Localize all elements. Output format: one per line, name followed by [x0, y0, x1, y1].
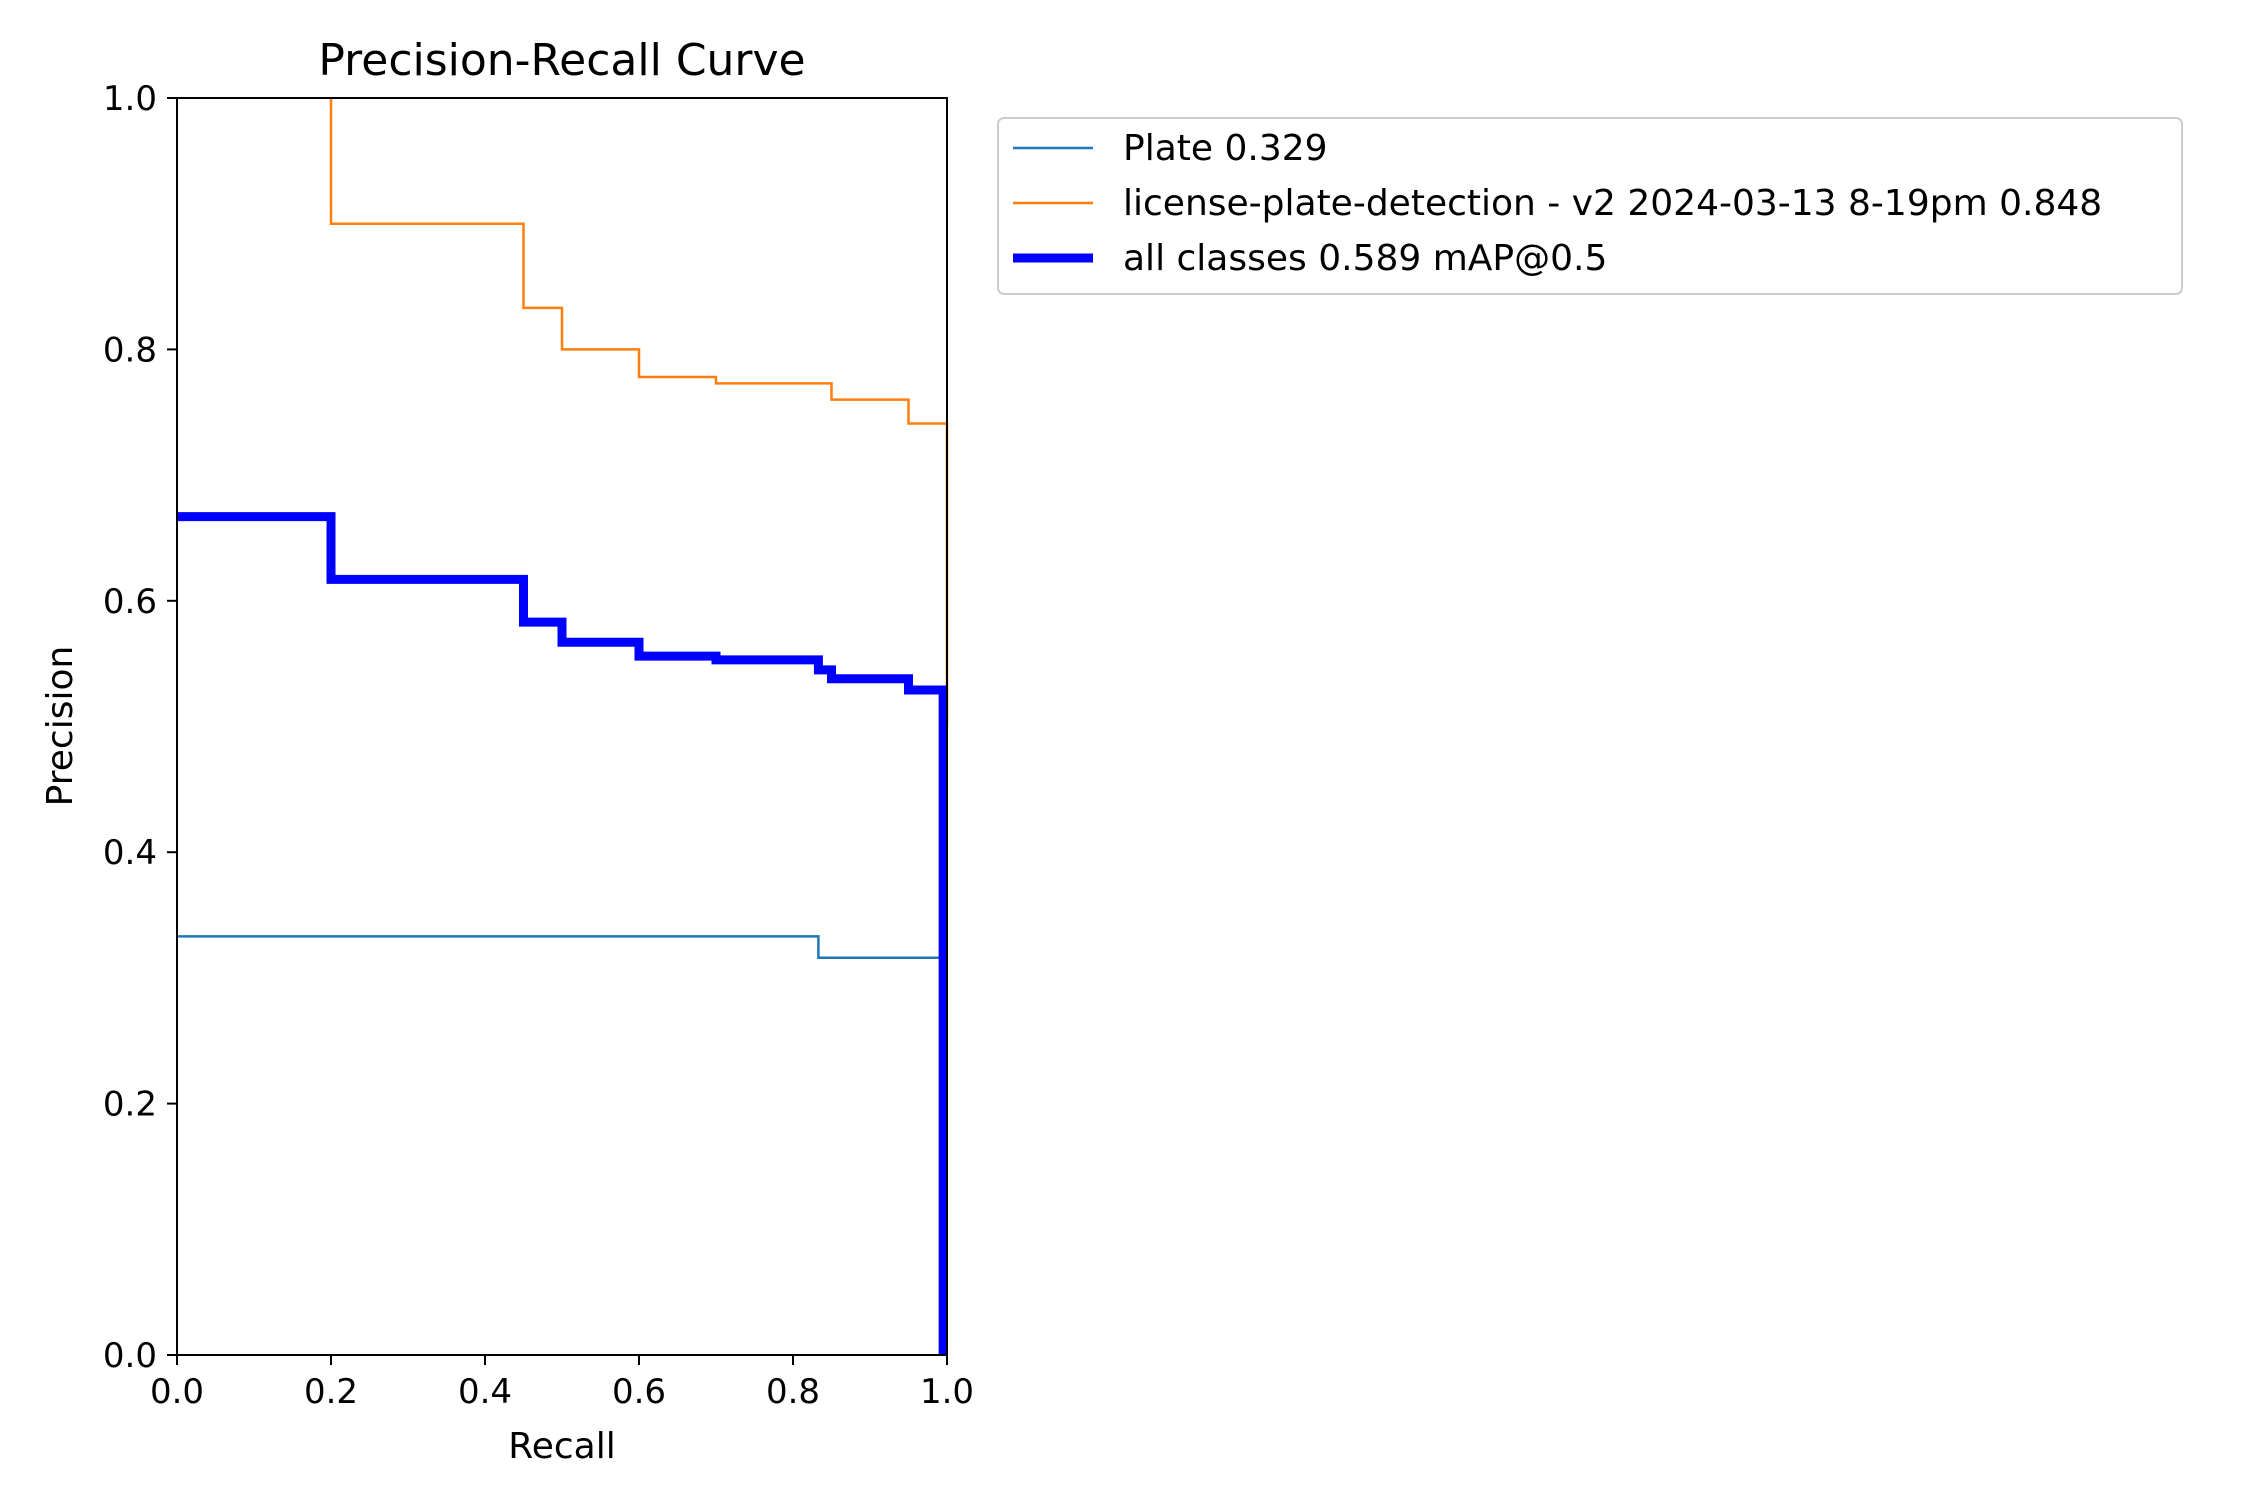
x-tick-label: 0.0 — [150, 1372, 204, 1412]
legend-label-3: all classes 0.589 mAP@0.5 — [1123, 238, 1607, 279]
y-tick-label: 0.0 — [103, 1336, 157, 1376]
series-line-3 — [177, 512, 948, 1355]
x-tick-label: 0.6 — [612, 1372, 666, 1412]
x-axis: 0.0 0.2 0.4 0.6 0.8 1.0 — [150, 1355, 974, 1412]
series-line-2 — [329, 98, 949, 727]
x-tick-label: 0.8 — [766, 1372, 820, 1412]
chart-title: Precision-Recall Curve — [318, 35, 805, 86]
series-layer — [177, 98, 949, 1355]
y-axis: 0.0 0.2 0.4 0.6 0.8 1.0 — [103, 79, 177, 1376]
plot-area — [176, 97, 949, 1356]
y-tick-label: 0.4 — [103, 833, 157, 873]
legend-label-2: license-plate-detection - v2 2024-03-13 … — [1123, 183, 2102, 224]
series-line-1 — [177, 935, 947, 1355]
legend-items: Plate 0.329 license-plate-detection - v2 … — [1013, 128, 2102, 279]
y-tick-label: 0.6 — [103, 582, 157, 622]
x-tick-label: 1.0 — [920, 1372, 974, 1412]
legend-label-1: Plate 0.329 — [1123, 128, 1328, 169]
legend-box — [997, 117, 2183, 295]
y-tick-label: 1.0 — [103, 79, 157, 119]
y-axis-label: Precision — [40, 646, 81, 807]
y-tick-label: 0.2 — [103, 1085, 157, 1125]
axes-frame — [176, 97, 948, 1356]
y-tick-label: 0.8 — [103, 330, 157, 370]
x-axis-label: Recall — [508, 1426, 615, 1467]
x-tick-label: 0.4 — [458, 1372, 512, 1412]
legend: Plate 0.329 license-plate-detection - v2 … — [997, 117, 2183, 295]
x-tick-label: 0.2 — [304, 1372, 358, 1412]
